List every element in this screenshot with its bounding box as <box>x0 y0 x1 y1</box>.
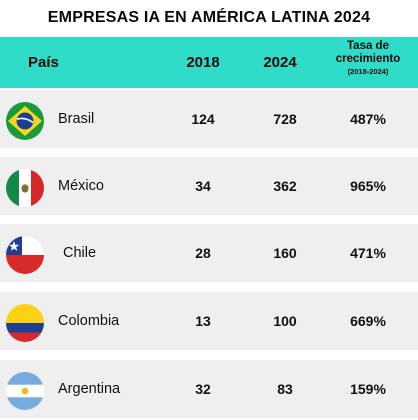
table-row: Argentina 32 83 159% <box>0 360 418 418</box>
mexico-flag-icon <box>6 169 44 207</box>
header-growth: Tasa de crecimiento (2018-2024) <box>318 40 418 77</box>
growth-rate: 471% <box>350 245 386 261</box>
chile-flag-icon <box>6 236 44 274</box>
header-2018: 2018 <box>186 54 220 71</box>
growth-rate: 965% <box>350 178 386 194</box>
country-name: México <box>58 178 104 194</box>
table-row: Chile 28 160 471% <box>0 224 418 282</box>
table-row: Colombia 13 100 669% <box>0 292 418 350</box>
header-growth-line2: crecimiento <box>335 53 401 65</box>
value-2024: 160 <box>273 245 297 261</box>
header-country: País <box>28 54 59 71</box>
country-name: Colombia <box>58 313 120 329</box>
country-name: Brasil <box>58 111 95 127</box>
value-2024: 83 <box>277 381 293 397</box>
header-growth-line1: Tasa de <box>347 40 389 52</box>
value-2018: 32 <box>195 381 211 397</box>
table-header: País 2018 2024 Tasa de crecimiento (2018… <box>0 37 418 88</box>
header-2024: 2024 <box>263 54 297 71</box>
colombia-flag-icon <box>6 304 44 342</box>
value-2018: 28 <box>195 245 211 261</box>
brazil-flag-icon <box>6 102 44 140</box>
header-growth-period: (2018-2024) <box>347 67 389 76</box>
growth-rate: 159% <box>350 381 386 397</box>
table-row: Brasil 124 728 487% <box>0 90 418 148</box>
table-row: México 34 362 965% <box>0 157 418 215</box>
value-2018: 124 <box>191 111 215 127</box>
page-title: EMPRESAS IA EN AMÉRICA LATINA 2024 <box>47 9 371 26</box>
argentina-flag-icon <box>6 372 44 410</box>
value-2018: 34 <box>195 178 211 194</box>
value-2024: 362 <box>273 178 297 194</box>
value-2024: 728 <box>273 111 297 127</box>
growth-rate: 487% <box>350 111 386 127</box>
growth-rate: 669% <box>350 313 386 329</box>
value-2024: 100 <box>273 313 297 329</box>
country-name: Chile <box>63 245 97 261</box>
country-name: Argentina <box>58 381 121 397</box>
value-2018: 13 <box>195 313 211 329</box>
